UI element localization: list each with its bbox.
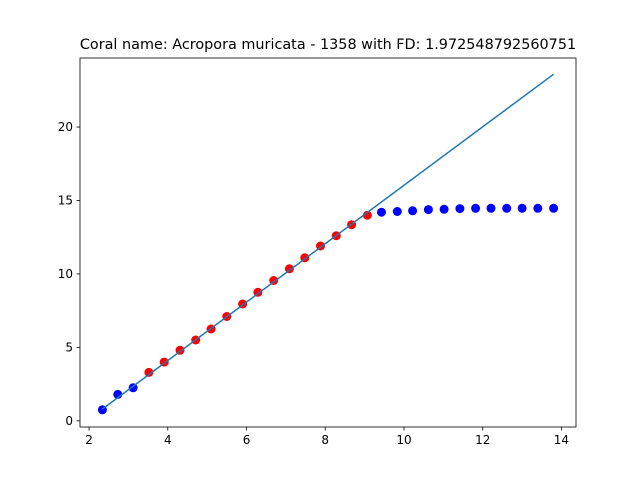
data-point-blue-9	[471, 203, 481, 213]
data-point-blue-10	[486, 203, 496, 213]
x-axis: 2 4 6 8 10 12 14	[85, 427, 569, 447]
plot-marks	[97, 73, 559, 415]
data-point-blue-4	[392, 207, 402, 216]
data-point-red-0	[144, 367, 154, 377]
y-axis: 0 5 10 15 20	[58, 120, 80, 428]
x-tick-label: 2	[85, 433, 93, 447]
data-point-blue-13	[533, 203, 543, 213]
x-tick-label: 12	[475, 433, 490, 447]
chart-title: Coral name: Acropora muricata - 1358 wit…	[80, 37, 576, 53]
y-tick-label: 20	[58, 120, 73, 134]
y-tick-label: 10	[58, 267, 73, 281]
data-point-blue-8	[455, 204, 465, 214]
plot-frame	[79, 57, 577, 428]
data-point-blue-12	[517, 203, 527, 213]
x-tick-label: 10	[396, 433, 411, 447]
data-point-blue-6	[423, 205, 433, 215]
fit-line	[101, 73, 555, 410]
data-point-red-14	[362, 210, 372, 220]
data-point-blue-5	[408, 206, 418, 216]
y-tick-label: 5	[65, 340, 73, 354]
data-point-blue-14	[549, 203, 559, 213]
y-tick-label: 0	[65, 414, 73, 428]
x-tick-label: 14	[554, 433, 569, 447]
x-tick-label: 4	[164, 433, 172, 447]
x-tick-label: 6	[243, 433, 251, 447]
data-point-blue-11	[502, 203, 512, 213]
data-point-blue-7	[439, 204, 449, 214]
y-tick-label: 15	[58, 193, 73, 207]
x-tick-label: 8	[321, 433, 329, 447]
data-point-blue-3	[377, 207, 386, 217]
